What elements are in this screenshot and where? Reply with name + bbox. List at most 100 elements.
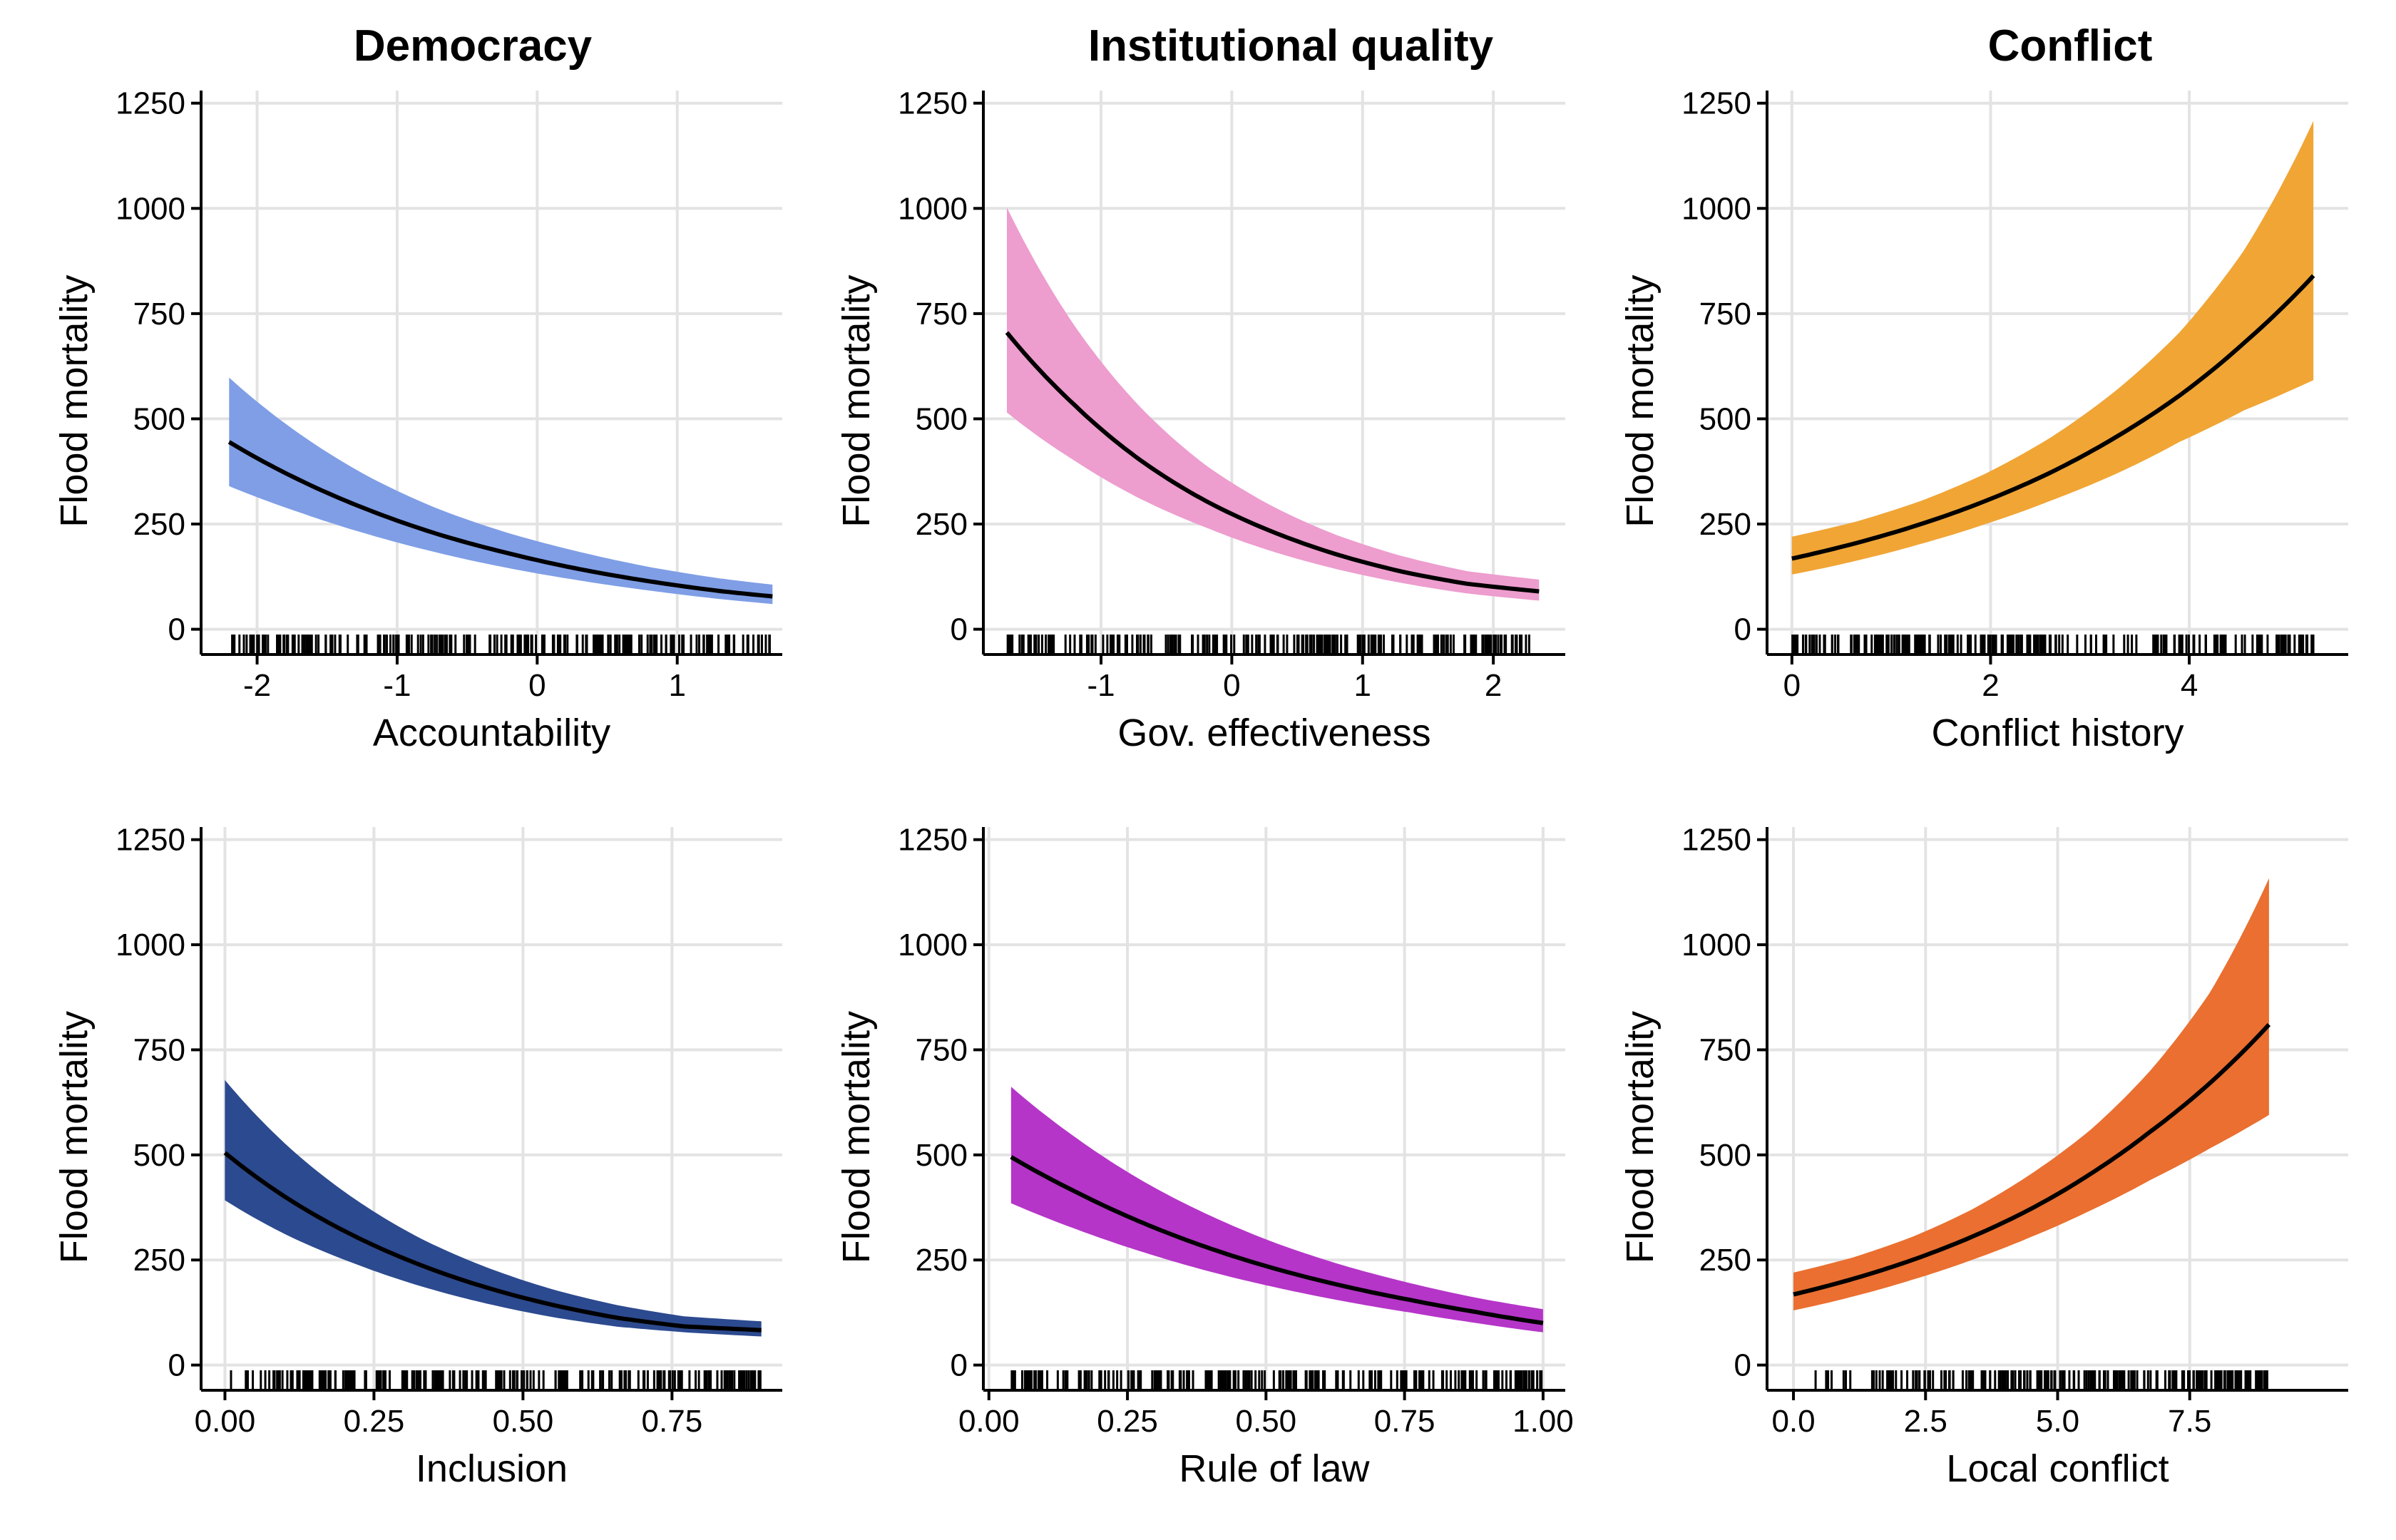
y-tick-label: 500: [1699, 1138, 1751, 1173]
y-tick-label: 0: [1734, 612, 1751, 647]
y-tick-label: 500: [916, 401, 968, 436]
panel-accountability: 0 250 500 750 1000 1250 -2 -1 0 1 Accountability Fl…: [53, 86, 782, 754]
confidence-band: [229, 377, 773, 605]
x-tick-label: 0: [1783, 668, 1801, 703]
x-tick-label: 2: [1485, 668, 1502, 703]
fitted-line: [223, 1151, 762, 1333]
x-axis-label: Inclusion: [416, 1447, 568, 1490]
panel-conflict-history: 0 250 500 750 1000 1250 0 2 4 Conflict history Flo…: [1619, 86, 2348, 754]
fitted-line: [1793, 1023, 2271, 1297]
x-tick-label: 0.75: [642, 1404, 703, 1439]
y-tick-label: 750: [133, 297, 185, 332]
fitted-line: [1791, 274, 2315, 561]
y-tick-label: 500: [1699, 401, 1751, 436]
y-tick-label: 1000: [1681, 191, 1751, 226]
x-axis-label: Rule of law: [1179, 1447, 1370, 1490]
x-tick-label: 0.00: [195, 1404, 256, 1439]
y-tick-label: 250: [133, 1243, 185, 1278]
x-tick-label: -1: [1087, 668, 1115, 703]
confidence-band: [1793, 878, 2269, 1310]
rug-marks: [1006, 635, 1530, 653]
y-axis-label: Flood mortality: [835, 274, 878, 527]
y-tick-label: 750: [133, 1032, 185, 1067]
x-tick-label: 5.0: [2036, 1404, 2079, 1439]
y-axis-label: Flood mortality: [1619, 274, 1662, 527]
rug-marks: [1010, 1370, 1543, 1389]
x-tick-label: 0: [1223, 668, 1240, 703]
panel-local-conflict: 0 250 500 750 1000 1250 0.0 2.5 5.0 7.5 Local conf…: [1619, 823, 2348, 1490]
y-tick-label: 0: [951, 1348, 968, 1383]
x-tick-label: 1: [1354, 668, 1371, 703]
panel-rule-of-law: 0 250 500 750 1000 1250 0.00 0.25 0.50 0.75 1.00 Ru…: [835, 823, 1574, 1490]
y-tick-label: 1250: [898, 86, 968, 121]
y-tick-label: 250: [1699, 507, 1751, 542]
y-tick-label: 1250: [116, 86, 185, 121]
rug-marks: [230, 1370, 762, 1389]
y-tick-label: 0: [168, 1348, 185, 1383]
confidence-band: [225, 1079, 762, 1337]
x-tick-label: 0.00: [958, 1404, 1020, 1439]
y-tick-label: 1000: [898, 191, 968, 226]
x-tick-label: 2.5: [1904, 1404, 1947, 1439]
y-tick-label: 250: [916, 507, 968, 542]
x-tick-label: 0.50: [1236, 1404, 1297, 1439]
y-tick-label: 1000: [1681, 928, 1751, 962]
x-tick-label: 4: [2181, 668, 2198, 703]
y-tick-label: 1250: [116, 823, 185, 858]
y-tick-label: 250: [133, 507, 185, 542]
y-axis-label: Flood mortality: [1619, 1011, 1662, 1263]
fitted-line: [1005, 331, 1540, 594]
y-tick-label: 500: [133, 401, 185, 436]
y-tick-label: 750: [916, 297, 968, 332]
column-title-democracy: Democracy: [354, 21, 593, 71]
confidence-band: [1010, 1087, 1543, 1333]
x-tick-label: 0.50: [493, 1404, 554, 1439]
x-tick-label: 0: [528, 668, 546, 703]
x-tick-label: 0.25: [1097, 1404, 1158, 1439]
x-tick-label: -2: [243, 668, 271, 703]
y-tick-label: 1000: [116, 191, 185, 226]
x-tick-label: 7.5: [2168, 1404, 2211, 1439]
x-tick-label: 0.75: [1374, 1404, 1435, 1439]
y-axis-label: Flood mortality: [835, 1011, 878, 1263]
y-tick-label: 1000: [116, 928, 185, 962]
y-tick-label: 1250: [898, 823, 968, 858]
confidence-band: [1007, 207, 1540, 601]
rug-marks: [1791, 635, 2315, 653]
x-axis-label: Gov. effectiveness: [1117, 712, 1430, 754]
x-tick-label: 1: [668, 668, 685, 703]
x-tick-label: 1.00: [1512, 1404, 1574, 1439]
y-axis-label: Flood mortality: [53, 274, 96, 527]
column-title-institutional-quality: Institutional quality: [1088, 21, 1494, 71]
x-axis-label: Accountability: [373, 712, 610, 754]
x-tick-label: 2: [1982, 668, 1999, 703]
y-tick-label: 750: [1699, 297, 1751, 332]
fitted-line: [227, 440, 773, 599]
y-tick-label: 750: [916, 1032, 968, 1067]
y-tick-label: 500: [916, 1138, 968, 1173]
y-axis-label: Flood mortality: [53, 1011, 96, 1263]
x-tick-label: 0.0: [1771, 1404, 1815, 1439]
panel-inclusion: 0 250 500 750 1000 1250 0.00 0.25 0.50 0.75 Inclus…: [53, 823, 782, 1490]
rug-marks: [1814, 1370, 2268, 1389]
x-axis-label: Conflict history: [1931, 712, 2183, 754]
x-axis-label: Local conflict: [1946, 1447, 2169, 1490]
y-tick-label: 250: [916, 1243, 968, 1278]
y-tick-label: 1250: [1681, 86, 1751, 121]
y-tick-label: 0: [168, 612, 185, 647]
y-tick-label: 750: [1699, 1032, 1751, 1067]
fitted-line: [1010, 1155, 1544, 1325]
y-tick-label: 0: [1734, 1348, 1751, 1383]
y-tick-label: 500: [133, 1138, 185, 1173]
column-title-conflict: Conflict: [1988, 21, 2153, 71]
rug-marks: [231, 635, 771, 653]
x-tick-label: 0.25: [344, 1404, 405, 1439]
confidence-band: [1791, 120, 2314, 575]
y-tick-label: 1000: [898, 928, 968, 962]
y-tick-label: 1250: [1681, 823, 1751, 858]
y-tick-label: 0: [951, 612, 968, 647]
x-tick-label: -1: [383, 668, 411, 703]
